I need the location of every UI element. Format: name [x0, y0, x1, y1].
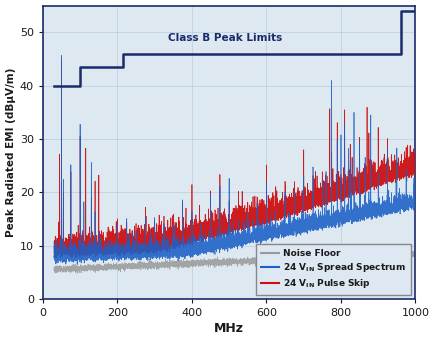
Y-axis label: Peak Radiated EMI (dBµV/m): Peak Radiated EMI (dBµV/m): [6, 68, 16, 237]
X-axis label: MHz: MHz: [214, 323, 243, 336]
Legend: Noise Floor, 24 V$_{\mathregular{IN}}$ Spread Spectrum, 24 V$_{\mathregular{IN}}: Noise Floor, 24 V$_{\mathregular{IN}}$ S…: [256, 244, 410, 295]
Text: Class B Peak Limits: Class B Peak Limits: [168, 33, 282, 43]
